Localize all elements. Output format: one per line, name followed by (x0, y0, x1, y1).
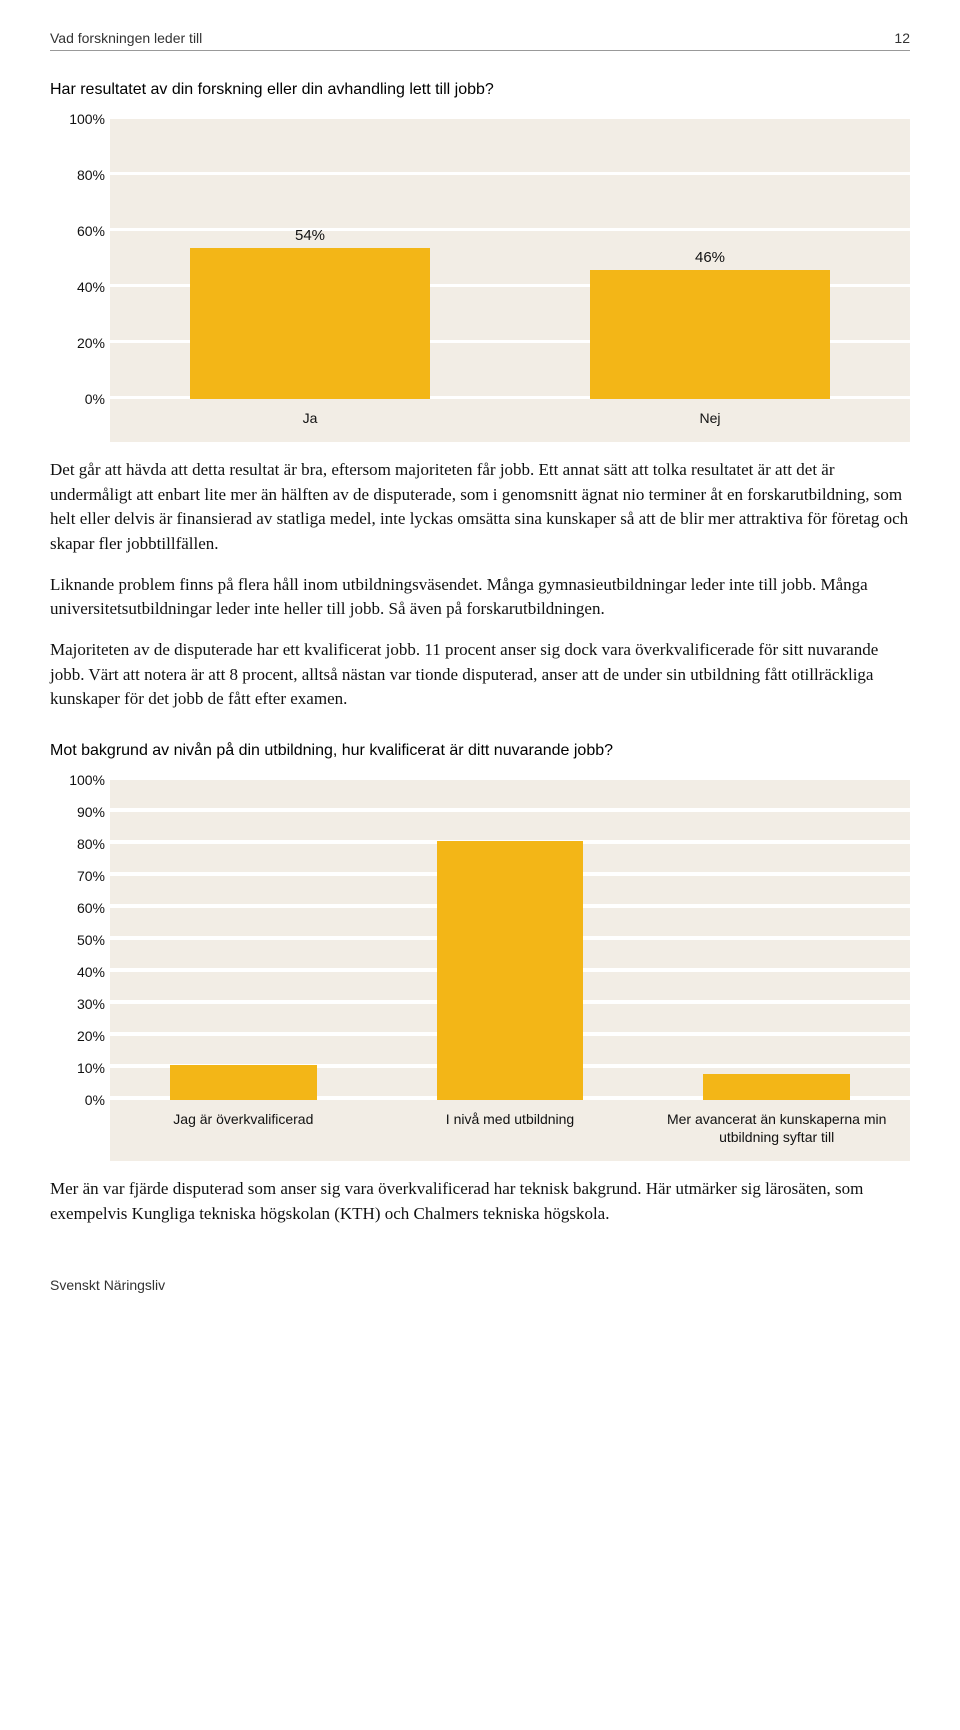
bar-xlabel: Jag är överkvalificerad (110, 1110, 377, 1146)
bar-slot (377, 780, 644, 1100)
chart-ytick-label: 40% (50, 964, 105, 980)
chart2: 100%90%80%70%60%50%40%30%20%10%0% Jag är… (50, 780, 910, 1161)
chart-ytick-label: 20% (50, 335, 105, 351)
bar-slot: 46% (510, 119, 910, 399)
chart-ytick-label: 60% (50, 223, 105, 239)
bar-value-label: 54% (295, 227, 325, 244)
chart-ytick-label: 60% (50, 900, 105, 916)
chart2-question: Mot bakgrund av nivån på din utbildning,… (50, 742, 910, 760)
header-title: Vad forskningen leder till (50, 30, 202, 46)
page-header: Vad forskningen leder till 12 (50, 30, 910, 51)
bar-slot: 54% (110, 119, 510, 399)
footer-text: Svenskt Näringsliv (50, 1277, 910, 1293)
paragraph-3: Majoriteten av de disputerade har ett kv… (50, 638, 910, 712)
chart1-plot: 100%80%60%40%20%0%54%46% (50, 119, 910, 399)
bar-xlabel: Nej (510, 409, 910, 427)
chart-ytick-label: 80% (50, 167, 105, 183)
bar (590, 270, 830, 399)
bar-slot (110, 780, 377, 1100)
page-number: 12 (894, 30, 910, 46)
chart1-xlabels: JaNej (110, 399, 910, 442)
paragraph-2: Liknande problem finns på flera håll ino… (50, 573, 910, 622)
paragraph-1: Det går att hävda att detta resultat är … (50, 458, 910, 557)
chart-ytick-label: 40% (50, 279, 105, 295)
chart1-question: Har resultatet av din forskning eller di… (50, 81, 910, 99)
chart-ytick-label: 30% (50, 996, 105, 1012)
bar (190, 248, 430, 399)
chart-ytick-label: 90% (50, 804, 105, 820)
chart-ytick-label: 10% (50, 1060, 105, 1076)
bar (703, 1074, 850, 1100)
chart1: 100%80%60%40%20%0%54%46% JaNej (50, 119, 910, 442)
chart-ytick-label: 50% (50, 932, 105, 948)
chart-ytick-label: 100% (50, 772, 105, 788)
chart-ytick-label: 0% (50, 1092, 105, 1108)
chart2-xlabels: Jag är överkvalificeradI nivå med utbild… (110, 1100, 910, 1161)
bar-xlabel: Mer avancerat än kunskaperna min utbildn… (643, 1110, 910, 1146)
chart-bars: 54% 46% (110, 119, 910, 399)
chart-bars (110, 780, 910, 1100)
chart-ytick-label: 100% (50, 111, 105, 127)
chart-ytick-label: 20% (50, 1028, 105, 1044)
bar (170, 1065, 317, 1100)
bar (437, 841, 584, 1100)
bar-slot (643, 780, 910, 1100)
chart-ytick-label: 0% (50, 391, 105, 407)
chart-ytick-label: 80% (50, 836, 105, 852)
chart-ytick-label: 70% (50, 868, 105, 884)
bar-value-label: 46% (695, 249, 725, 266)
bar-xlabel: Ja (110, 409, 510, 427)
chart2-plot: 100%90%80%70%60%50%40%30%20%10%0% (50, 780, 910, 1100)
bar-xlabel: I nivå med utbildning (377, 1110, 644, 1146)
paragraph-4: Mer än var fjärde disputerad som anser s… (50, 1177, 910, 1226)
